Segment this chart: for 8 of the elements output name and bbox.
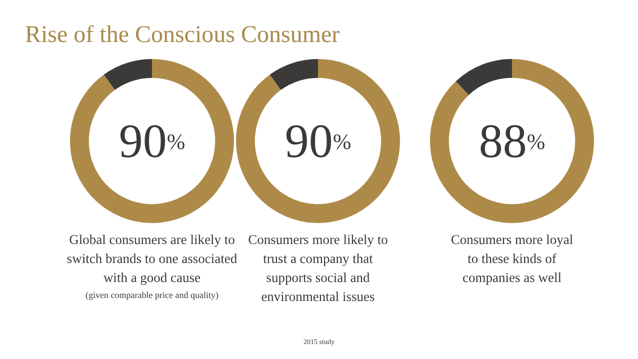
- text: (given comparable price and quality): [84, 290, 220, 300]
- text: Global consumers are likely to switch brands to one associated with a good cause: [66, 231, 238, 287]
- text: Consumers more likely to trust a company that supports social and environmental issues: [248, 231, 388, 306]
- data-label: 90$^{%}$: [118, 115, 186, 168]
- text: Consumers more loyal to these kinds of companies as well: [450, 231, 574, 287]
- data-label: 88$^{%}$: [478, 115, 546, 168]
- data-label: 90$^{%}$: [284, 115, 352, 168]
- chart-title: Rise of the Conscious Consumer: [25, 22, 340, 49]
